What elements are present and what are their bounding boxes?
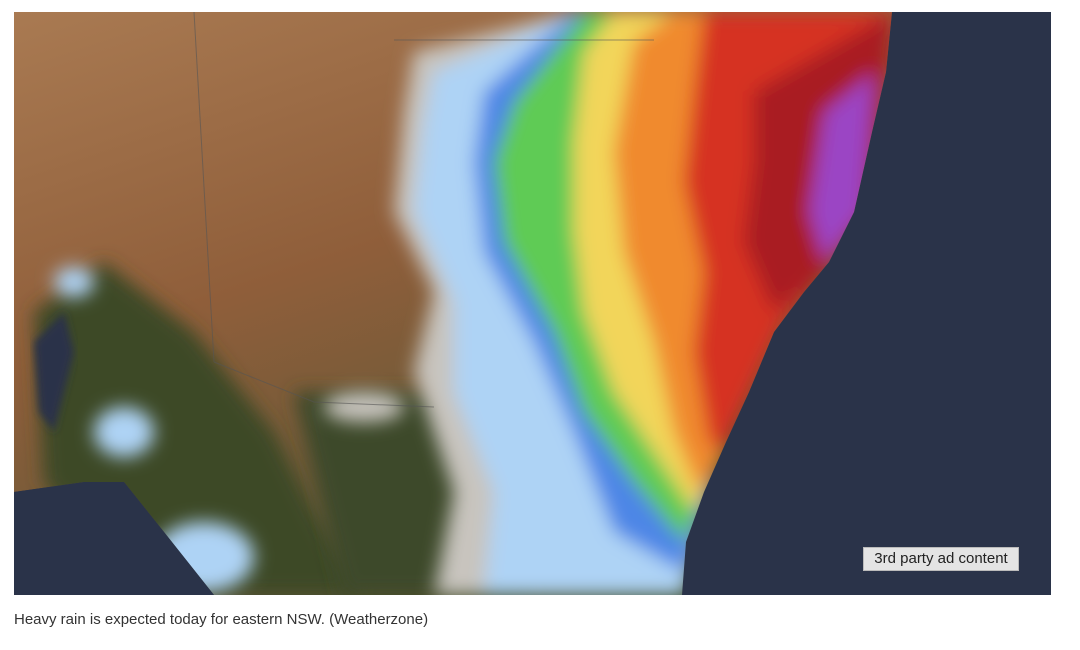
ad-label[interactable]: 3rd party ad content [863, 547, 1019, 571]
caption: Heavy rain is expected today for eastern… [14, 611, 429, 628]
rainfall-map [14, 12, 1051, 595]
